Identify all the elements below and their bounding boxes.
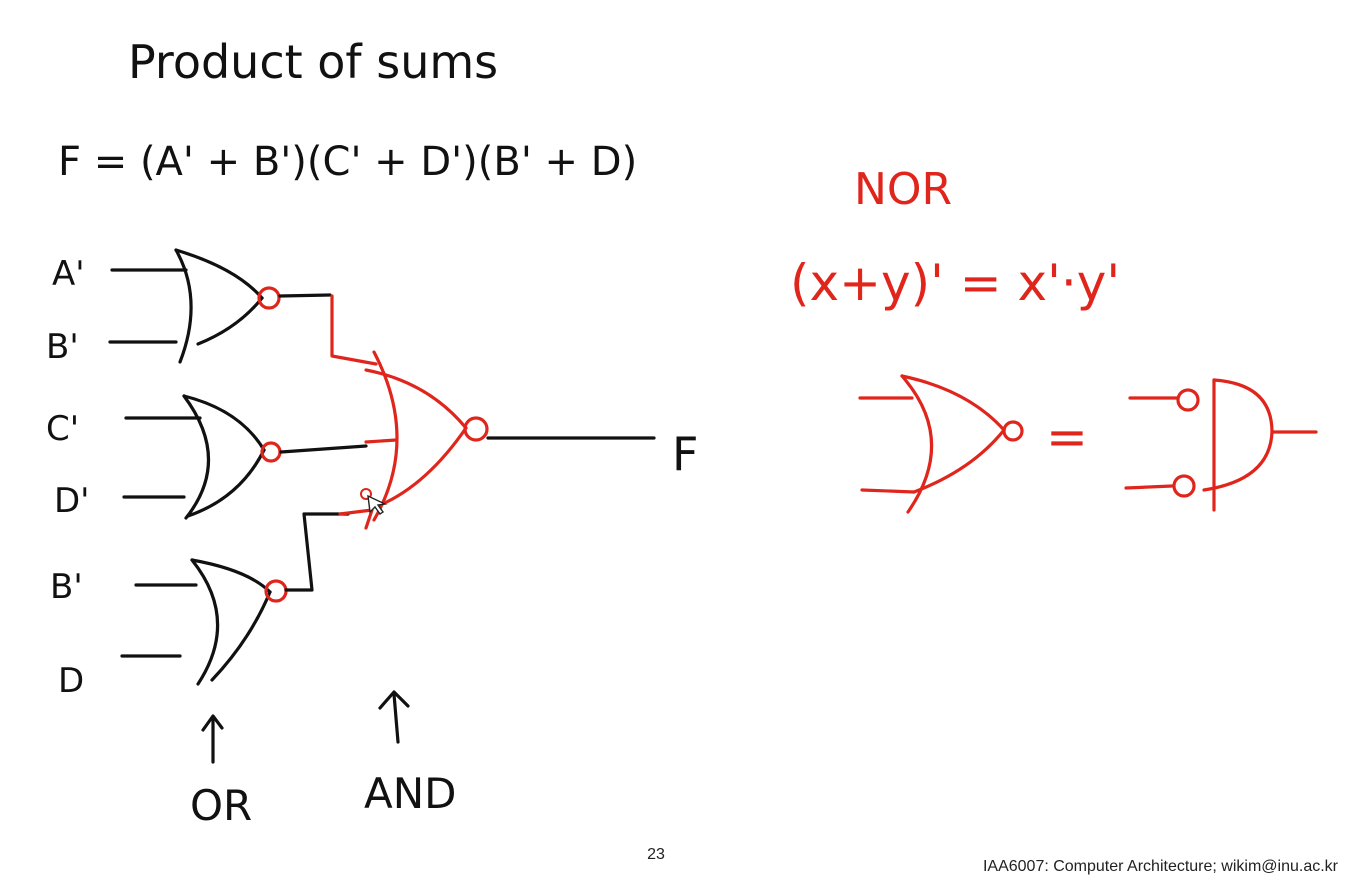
slide-title: Product of sums [128,35,498,89]
input-label-b-prime-2: B' [50,567,83,607]
page-number: 23 [647,846,665,863]
red-and-gate [330,294,468,530]
gate-1-output-wire [278,293,332,298]
nor-identity: (x+y)' = x'·y' [790,254,1120,312]
or-gate-2 [182,394,266,520]
equals-sign: = [1046,408,1088,466]
boolean-equation: F = (A' + B')(C' + D')(B' + D) [58,139,637,185]
or-gate-1 [174,248,264,364]
nor-diagram-bubble [1002,420,1024,442]
input-label-d: D [58,661,84,701]
input-label-a-prime: A' [52,254,85,294]
input-wires [108,268,202,658]
input-label-b-prime: B' [46,327,79,367]
footer-credit: IAA6007: Computer Architecture; wikim@in… [982,858,1338,875]
inverted-input-bubble-1 [1176,388,1200,412]
gate-2-output-wire [279,444,368,454]
input-label-d-prime: D' [54,481,90,521]
nor-bubble-1 [257,286,281,310]
or-gate-3 [190,558,272,686]
up-arrow-icon-2 [378,690,410,744]
nor-title: NOR [854,164,952,215]
nor-gate-diagram [858,374,1006,514]
input-label-c-prime: C' [46,409,79,449]
pointer-cursor-icon [360,488,388,515]
up-arrow-icon [201,714,224,764]
output-bubble [463,416,489,442]
stage-label-and: AND [364,769,457,818]
inverted-input-bubble-2 [1172,474,1196,498]
stage-label-or: OR [190,781,252,830]
output-label: F [672,427,698,481]
gate-3-output-wire [284,512,350,592]
and-gate-inverted-inputs-diagram [1124,378,1318,512]
